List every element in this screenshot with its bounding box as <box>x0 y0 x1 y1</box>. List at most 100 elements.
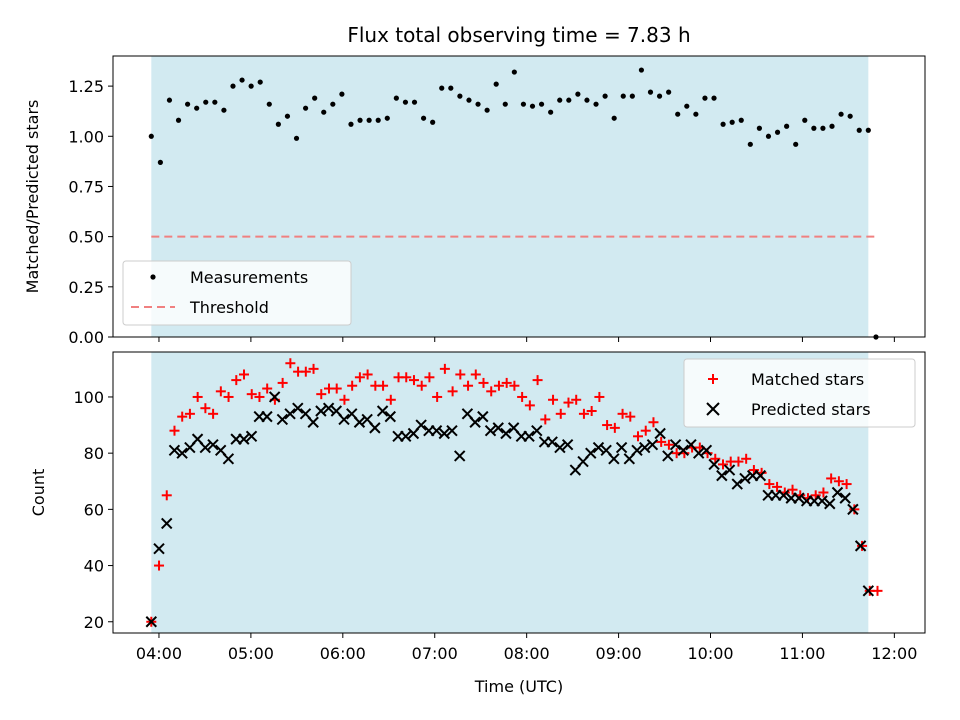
measurement-point <box>185 101 191 107</box>
measurement-point <box>557 97 563 103</box>
x-b <box>831 486 844 499</box>
measurement-point <box>248 83 254 89</box>
matched-star-point <box>578 408 589 419</box>
x-b <box>669 439 682 451</box>
matched-star-point <box>872 585 883 596</box>
bottom-panel: 04:00 05:00 06:00 07:00 08:00 09:00 10:00 11:00… <box>29 351 926 696</box>
bottom-y-tick-label: 40 <box>84 557 104 576</box>
predicted-star-point <box>453 450 466 462</box>
matched-star-point <box>208 408 219 419</box>
chart-title: Flux total observing time = 7.83 h <box>347 23 690 47</box>
bottom-ticks: 04:00 05:00 06:00 07:00 08:00 09:00 10:00 11:00… <box>73 388 917 663</box>
matched-star-point <box>308 363 319 374</box>
x-b <box>284 408 296 420</box>
measurement-point <box>865 127 871 133</box>
x-b <box>145 616 158 628</box>
x-b <box>600 444 612 457</box>
predicted-star-point <box>546 436 558 448</box>
matched-star-point <box>841 479 852 490</box>
predicted-star-point <box>554 441 566 454</box>
matched-star-point <box>594 391 605 402</box>
x-b <box>245 430 258 443</box>
matched-star-point <box>447 386 458 397</box>
matched-star-point <box>656 436 667 447</box>
matched-star-point <box>609 422 620 433</box>
x-b <box>615 441 628 454</box>
predicted-star-point <box>245 430 258 443</box>
measurement-point <box>666 89 672 95</box>
x-b <box>207 439 219 451</box>
measurement-point <box>548 109 554 115</box>
x-b <box>531 424 543 437</box>
measurement-point <box>720 121 726 127</box>
measurement-point <box>484 107 490 113</box>
measurement-point <box>393 95 399 101</box>
predicted-star-point <box>292 402 304 414</box>
x-b <box>739 472 751 485</box>
predicted-star-point <box>646 439 659 451</box>
x-b <box>453 450 466 462</box>
predicted-star-point <box>353 416 366 428</box>
measurement-point <box>620 93 626 99</box>
measurement-point <box>321 109 327 115</box>
measurement-point <box>493 81 499 87</box>
x-b <box>161 517 173 530</box>
x-b <box>214 444 227 457</box>
x-b <box>592 441 605 454</box>
legend-predicted-label: Predicted stars <box>751 400 871 419</box>
legend-matched-marker <box>708 374 718 384</box>
bottom-y-axis-label: Count <box>29 469 48 517</box>
matched-star-point <box>432 391 443 402</box>
measurement-point <box>656 93 663 99</box>
x-b <box>276 413 289 426</box>
bottom-legend: Matched stars Predicted stars <box>683 358 916 428</box>
measurement-point <box>175 117 182 123</box>
measurement-point <box>339 91 345 97</box>
predicted-star-point <box>153 542 165 555</box>
matched-star-point <box>602 420 613 431</box>
predicted-star-point <box>669 439 682 451</box>
x-b <box>585 447 597 459</box>
measurement-point <box>439 85 445 91</box>
x-b <box>430 424 443 437</box>
measurement-point <box>420 115 427 121</box>
x-tick-label: 06:00 <box>320 644 366 663</box>
measurement-point <box>611 115 617 121</box>
measurement-point <box>638 67 645 73</box>
predicted-star-point <box>777 489 790 502</box>
predicted-star-point <box>161 517 173 530</box>
matched-star-point <box>177 411 188 422</box>
x-b <box>700 444 713 457</box>
matched-star-point <box>540 414 551 425</box>
matched-star-point <box>717 459 728 470</box>
bottom-legend-box <box>683 358 916 428</box>
matched-star-point <box>169 425 180 436</box>
x-b <box>646 439 659 451</box>
predicted-star-point <box>739 472 751 485</box>
x-tick-label: 08:00 <box>504 644 550 663</box>
predicted-star-point <box>608 453 620 465</box>
measurement-point <box>566 97 572 103</box>
predicted-stars-points <box>145 391 875 628</box>
measurement-point <box>684 103 690 109</box>
matched-star-point <box>833 476 844 487</box>
x-b <box>315 405 327 417</box>
top-y-tick-label: 0.25 <box>68 278 104 297</box>
predicted-star-point <box>585 447 597 459</box>
measurement-point <box>765 133 772 139</box>
x-tick-label: 11:00 <box>779 644 825 663</box>
matched-star-point <box>300 366 311 377</box>
measurement-point <box>793 141 799 147</box>
x-axis-label: Time (UTC) <box>474 677 563 696</box>
measurement-point <box>302 105 309 111</box>
measurement-point <box>203 99 209 105</box>
matched-star-point <box>331 383 342 394</box>
measurement-point <box>239 77 245 83</box>
top-y-tick-label: 0.00 <box>68 328 104 347</box>
measurement-point <box>847 113 853 119</box>
measurement-point <box>802 117 808 123</box>
legend-measurements-label: Measurements <box>190 268 308 287</box>
measurement-point <box>575 91 581 97</box>
predicted-star-point <box>438 427 450 440</box>
matched-star-point <box>548 394 559 405</box>
